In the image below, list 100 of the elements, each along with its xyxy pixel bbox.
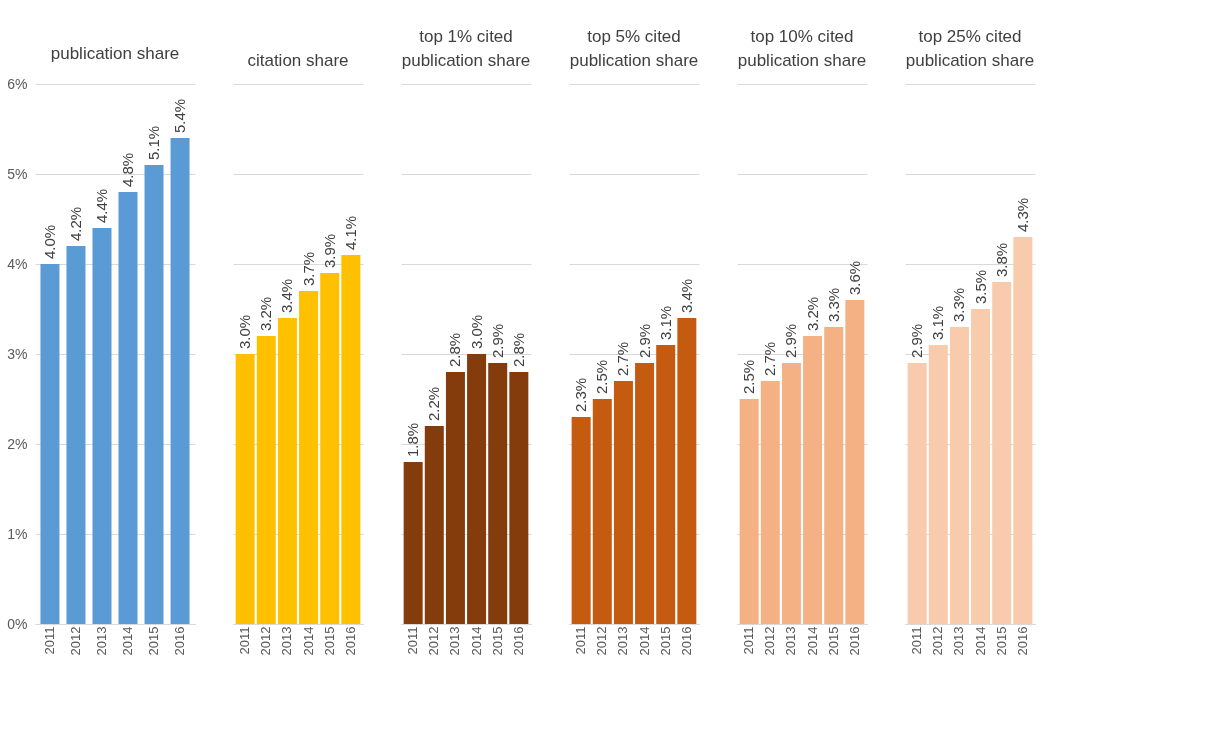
x-tick-label: 2012: [762, 626, 778, 656]
x-tick-label: 2015: [321, 626, 337, 656]
data-label: 2.8%: [446, 332, 464, 367]
x-tick-label: 2012: [67, 626, 83, 656]
bar: [592, 399, 612, 624]
data-label: 3.3%: [824, 287, 842, 322]
data-label: 3.5%: [971, 269, 989, 304]
bar: [235, 354, 255, 624]
data-label: 2.7%: [614, 341, 632, 376]
x-tick-label: 2013: [447, 626, 463, 656]
bar: [803, 336, 823, 624]
x-tick-label: 2014: [972, 626, 988, 656]
bar: [907, 363, 927, 624]
data-label: 3.7%: [299, 251, 317, 286]
data-label: 4.8%: [119, 152, 137, 187]
bar: [92, 228, 112, 624]
data-label: 2.5%: [740, 359, 758, 394]
x-tick-label: 2013: [615, 626, 631, 656]
data-label: 3.6%: [845, 260, 863, 295]
data-label: 3.8%: [992, 242, 1010, 277]
bar: [613, 381, 633, 624]
bar: [320, 273, 340, 624]
y-tick-label: 3%: [7, 345, 28, 362]
x-tick-label: 2014: [120, 626, 136, 656]
x-tick-label: 2015: [489, 626, 505, 656]
x-tick-label: 2015: [993, 626, 1009, 656]
bar: [118, 192, 138, 624]
x-tick-label: 2016: [846, 626, 862, 656]
data-label: 5.4%: [171, 98, 189, 133]
bar: [635, 363, 655, 624]
x-tick-label: 2011: [573, 626, 589, 655]
x-tick-label: 2013: [951, 626, 967, 656]
data-label: 4.2%: [66, 206, 84, 241]
bar: [1013, 237, 1033, 624]
x-tick-label: 2013: [279, 626, 295, 656]
data-label: 5.1%: [145, 125, 163, 160]
x-tick-label: 2016: [342, 626, 358, 656]
y-tick-label: 6%: [7, 75, 28, 92]
x-tick-label: 2013: [93, 626, 109, 656]
bar: [760, 381, 780, 624]
y-tick-label: 4%: [7, 255, 28, 272]
bar: [677, 318, 697, 624]
data-label: 4.0%: [40, 224, 58, 259]
chart-title: top 25% cited publication share: [905, 27, 1035, 70]
bar: [571, 417, 591, 624]
x-tick-label: 2014: [468, 626, 484, 656]
bar: [40, 264, 60, 624]
chart-title: citation share: [247, 51, 349, 70]
y-tick-label: 2%: [7, 435, 28, 452]
bar: [66, 246, 86, 624]
x-tick-label: 2016: [172, 626, 188, 656]
bar: [424, 426, 444, 624]
bar: [256, 336, 276, 624]
data-label: 3.3%: [950, 287, 968, 322]
x-tick-label: 2011: [909, 626, 925, 655]
x-tick-label: 2011: [405, 626, 421, 655]
data-label: 1.8%: [404, 422, 422, 457]
bar: [949, 327, 969, 624]
data-label: 3.0%: [467, 314, 485, 349]
bar: [403, 462, 423, 624]
data-label: 3.1%: [656, 305, 674, 340]
x-tick-label: 2015: [825, 626, 841, 656]
x-tick-label: 2012: [258, 626, 274, 656]
bar: [509, 372, 529, 624]
y-tick-label: 5%: [7, 165, 28, 182]
x-tick-label: 2015: [657, 626, 673, 656]
data-label: 2.7%: [761, 341, 779, 376]
data-label: 2.3%: [572, 377, 590, 412]
x-tick-label: 2014: [300, 626, 316, 656]
x-tick-label: 2011: [741, 626, 757, 655]
data-label: 2.2%: [425, 386, 443, 421]
bar: [341, 255, 361, 624]
y-tick-label: 0%: [7, 615, 28, 632]
data-label: 3.4%: [677, 278, 695, 313]
x-tick-label: 2016: [1014, 626, 1030, 656]
x-tick-label: 2013: [783, 626, 799, 656]
chart-title: top 5% cited publication share: [569, 27, 699, 70]
bar: [971, 309, 991, 624]
bar: [992, 282, 1012, 624]
x-tick-label: 2012: [426, 626, 442, 656]
bar: [445, 372, 465, 624]
bar: [299, 291, 319, 624]
bar: [845, 300, 865, 624]
data-label: 2.9%: [488, 323, 506, 358]
data-label: 3.2%: [803, 296, 821, 331]
x-tick-label: 2014: [636, 626, 652, 656]
data-label: 4.4%: [92, 188, 110, 223]
data-label: 3.0%: [236, 314, 254, 349]
data-label: 2.9%: [908, 323, 926, 358]
bar: [277, 318, 297, 624]
x-tick-label: 2011: [41, 626, 57, 655]
x-tick-label: 2015: [146, 626, 162, 656]
data-label: 2.9%: [635, 323, 653, 358]
bar: [144, 165, 164, 624]
x-tick-label: 2012: [594, 626, 610, 656]
bar: [656, 345, 676, 624]
data-label: 2.9%: [782, 323, 800, 358]
data-label: 4.3%: [1013, 197, 1031, 232]
data-label: 3.2%: [257, 296, 275, 331]
x-tick-label: 2016: [678, 626, 694, 656]
